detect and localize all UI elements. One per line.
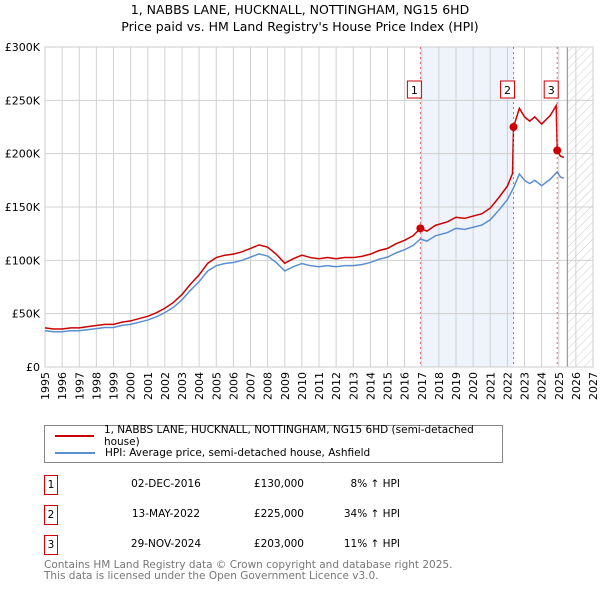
- sale-hpi-diff: 11% ↑ HPI: [343, 538, 400, 550]
- sale-date: 13-MAY-2022: [131, 508, 201, 520]
- chart-title-line1: 1, NABBS LANE, HUCKNALL, NOTTINGHAM, NG1…: [130, 2, 470, 17]
- x-tick-label: 2020: [467, 372, 480, 400]
- legend-swatch-blue: [55, 452, 95, 454]
- legend: 1, NABBS LANE, HUCKNALL, NOTTINGHAM, NG1…: [44, 424, 503, 463]
- x-tick-label: 2003: [176, 372, 189, 400]
- sale-price: £203,000: [253, 538, 304, 550]
- legend-label: HPI: Average price, semi-detached house,…: [105, 447, 371, 459]
- x-tick-label: 2024: [536, 372, 549, 400]
- x-tick-label: 2004: [193, 372, 206, 400]
- sale-row: 3 29-NOV-2024 £203,000 11% ↑ HPI: [44, 535, 444, 555]
- y-tick-label: £50K: [12, 308, 41, 321]
- sale-price: £225,000: [253, 508, 304, 520]
- y-tick-label: £150K: [5, 201, 41, 214]
- x-tick-label: 2007: [245, 372, 258, 400]
- sale-date: 29-NOV-2024: [130, 538, 202, 550]
- legend-label: 1, NABBS LANE, HUCKNALL, NOTTINGHAM, NG1…: [103, 424, 474, 448]
- x-tick-label: 2010: [296, 372, 309, 400]
- plot-frame: [44, 46, 594, 368]
- sale-point: [509, 123, 518, 131]
- y-tick-label: £200K: [5, 148, 41, 161]
- x-tick-label: 2001: [142, 372, 155, 400]
- x-tick-label: 2012: [330, 372, 343, 400]
- plot-area: 1 2 3 1995 1996 1997 1998 1999 2000 2001 2002 2003 2…: [5, 41, 600, 400]
- legend-item-hpi: HPI: Average price, semi-detached house,…: [55, 445, 370, 461]
- sale-hpi-diff: 8% ↑ HPI: [350, 478, 400, 490]
- x-tick-label: 2015: [382, 372, 395, 400]
- x-tick-label: 1999: [108, 372, 121, 400]
- x-tick-label: 2023: [519, 372, 532, 400]
- sale-number: 2: [44, 505, 58, 525]
- x-tick-label: 1998: [90, 372, 103, 400]
- x-tick-label: 2008: [262, 372, 275, 400]
- sale-hpi-diff: 34% ↑ HPI: [343, 508, 400, 520]
- sale-label-box: [543, 80, 559, 99]
- x-tick-label: 2027: [587, 372, 600, 400]
- sale-label: 2: [504, 84, 511, 97]
- x-tick-label: 2014: [364, 372, 377, 400]
- hpi-line: [44, 170, 565, 333]
- sale-label: 1: [411, 84, 418, 97]
- x-tick-label: 2006: [227, 372, 240, 400]
- sale-point: [553, 146, 562, 155]
- x-tick-label: 2002: [159, 372, 172, 400]
- sale-label-box: [406, 80, 422, 99]
- sale-price: £130,000: [253, 478, 304, 490]
- sale-date: 02-DEC-2016: [131, 478, 201, 490]
- x-tick-label: 1997: [73, 372, 86, 400]
- x-tick-label: 2018: [433, 372, 446, 400]
- x-tick-label: 2005: [210, 372, 223, 400]
- x-tick-label: 2026: [570, 372, 583, 400]
- sale-number: 3: [44, 535, 58, 555]
- y-tick-label: £100K: [5, 254, 41, 267]
- footer-copyright: Contains HM Land Registry data © Crown c…: [44, 559, 453, 571]
- sale-point: [416, 224, 425, 233]
- legend-item-property: 1, NABBS LANE, HUCKNALL, NOTTINGHAM, NG1…: [55, 424, 502, 448]
- x-tick-label: 2009: [279, 372, 292, 400]
- footer-licence: This data is licensed under the Open Gov…: [44, 570, 379, 582]
- x-tick-label: 2000: [125, 372, 138, 400]
- price-paid-line: [44, 103, 565, 330]
- sale-row: 1 02-DEC-2016 £130,000 8% ↑ HPI: [44, 475, 444, 495]
- x-tick-label: 2017: [416, 372, 429, 400]
- x-tick-label: 2019: [450, 372, 463, 400]
- y-tick-label: £300K: [5, 41, 41, 54]
- y-tick-label: £250K: [5, 94, 41, 107]
- x-tick-label: 2013: [347, 372, 360, 400]
- chart-title-line2: Price paid vs. HM Land Registry's House …: [121, 19, 479, 34]
- y-tick-label: £0: [26, 361, 40, 374]
- x-tick-label: 2025: [553, 372, 566, 400]
- sale-number: 1: [44, 475, 58, 495]
- x-tick-label: 1996: [56, 372, 69, 400]
- sale-label-box: [500, 80, 516, 99]
- x-tick-label: 1995: [39, 372, 52, 400]
- sale-label: 3: [548, 84, 555, 97]
- x-tick-label: 2016: [399, 372, 412, 400]
- legend-swatch-red: [55, 435, 94, 437]
- sale-row: 2 13-MAY-2022 £225,000 34% ↑ HPI: [44, 505, 444, 525]
- x-tick-label: 2021: [484, 372, 497, 400]
- x-tick-label: 2011: [313, 372, 326, 400]
- x-tick-label: 2022: [501, 372, 514, 400]
